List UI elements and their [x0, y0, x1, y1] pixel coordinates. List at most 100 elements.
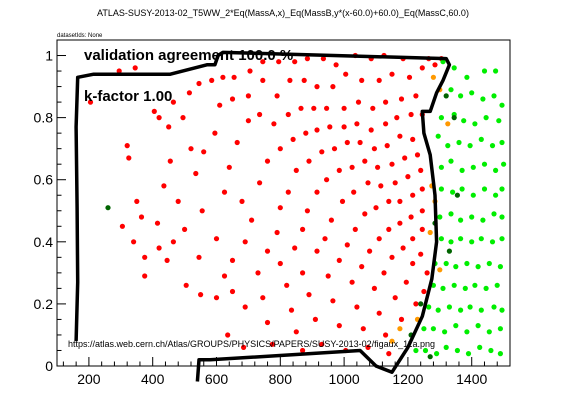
green-point	[440, 59, 446, 65]
red-point	[402, 155, 408, 161]
green-point	[478, 307, 484, 313]
axes: 200 400 600 800 1000 1200 1400 0 0.2 0.4 0.6 0.8 1	[34, 48, 498, 387]
red-point	[376, 77, 382, 83]
green-point	[488, 347, 494, 354]
green-point	[489, 143, 496, 149]
green-point	[480, 217, 486, 223]
red-point	[312, 316, 318, 322]
darkgreen-point	[427, 354, 433, 360]
red-point	[418, 167, 424, 173]
red-point	[419, 65, 425, 71]
red-point	[319, 341, 325, 347]
green-point	[501, 161, 507, 167]
validation-contour-line	[74, 50, 452, 382]
red-point	[264, 248, 271, 254]
green-point	[434, 351, 440, 357]
darkgreen-point	[446, 248, 452, 254]
y-tick-label: 0.6	[34, 172, 54, 188]
red-point	[405, 174, 411, 180]
green-point	[453, 323, 459, 329]
green-point	[489, 239, 496, 245]
green-point	[438, 186, 444, 192]
red-point	[324, 105, 330, 111]
green-point	[451, 65, 457, 71]
red-point	[196, 80, 202, 87]
red-point	[360, 326, 366, 332]
red-point	[167, 158, 173, 164]
red-point	[277, 146, 283, 152]
red-point	[354, 121, 360, 127]
red-point	[344, 242, 350, 248]
green-point	[464, 329, 470, 335]
red-point	[277, 205, 283, 211]
red-point	[292, 245, 298, 251]
red-point	[199, 208, 205, 214]
green-point	[486, 329, 492, 335]
red-point	[116, 68, 122, 74]
green-point	[451, 282, 457, 288]
red-point	[126, 155, 132, 161]
green-point	[493, 192, 499, 198]
red-point	[285, 111, 291, 118]
red-point	[362, 211, 368, 217]
red-point	[408, 214, 414, 220]
red-point	[351, 189, 357, 195]
green-point	[458, 217, 464, 223]
red-point	[242, 304, 248, 310]
green-point	[483, 115, 489, 121]
green-point	[475, 323, 481, 329]
green-point	[499, 102, 505, 108]
red-point	[257, 180, 263, 186]
red-point	[226, 164, 232, 170]
red-point	[324, 177, 330, 183]
red-point	[225, 332, 231, 338]
orange-point	[397, 326, 403, 332]
green-point	[497, 351, 503, 357]
source-url-label: https://atlas.web.cern.ch/Atlas/GROUPS/P…	[68, 339, 435, 349]
y-tick-label: 1	[45, 48, 53, 64]
red-point	[386, 351, 392, 357]
orange-point	[437, 267, 443, 273]
red-point	[134, 198, 140, 204]
red-point	[247, 68, 253, 74]
red-point	[170, 239, 176, 245]
green-point	[443, 344, 449, 350]
red-point	[231, 74, 237, 80]
red-point	[166, 124, 172, 130]
red-point	[383, 99, 389, 105]
orange-point	[427, 229, 433, 236]
red-point	[311, 105, 317, 111]
green-point	[446, 304, 452, 310]
red-point	[330, 84, 336, 90]
green-point	[438, 164, 444, 170]
red-point	[386, 198, 392, 204]
red-point	[408, 111, 414, 118]
y-tick-label: 0.2	[34, 296, 54, 312]
green-point	[497, 326, 503, 332]
green-point	[499, 307, 505, 313]
x-tick-label: 200	[77, 371, 101, 387]
red-point	[132, 65, 138, 71]
green-point	[438, 115, 444, 121]
red-point	[306, 158, 312, 164]
darkgreen-point	[418, 301, 424, 307]
red-point	[392, 295, 398, 301]
red-point	[301, 77, 307, 83]
red-point	[213, 295, 220, 301]
red-point	[170, 99, 176, 105]
green-point	[467, 143, 473, 149]
red-point	[277, 260, 283, 267]
darkgreen-point	[451, 115, 457, 121]
green-point	[480, 96, 486, 102]
corner-label: datasetIds: None	[57, 33, 103, 39]
red-point	[201, 149, 207, 155]
red-point	[245, 118, 251, 124]
red-point	[221, 273, 228, 279]
green-point	[481, 161, 488, 167]
green-point	[458, 236, 464, 242]
red-point	[389, 254, 395, 260]
red-point	[314, 127, 320, 133]
red-point	[287, 77, 293, 83]
red-point	[298, 105, 304, 111]
red-point	[314, 84, 320, 90]
